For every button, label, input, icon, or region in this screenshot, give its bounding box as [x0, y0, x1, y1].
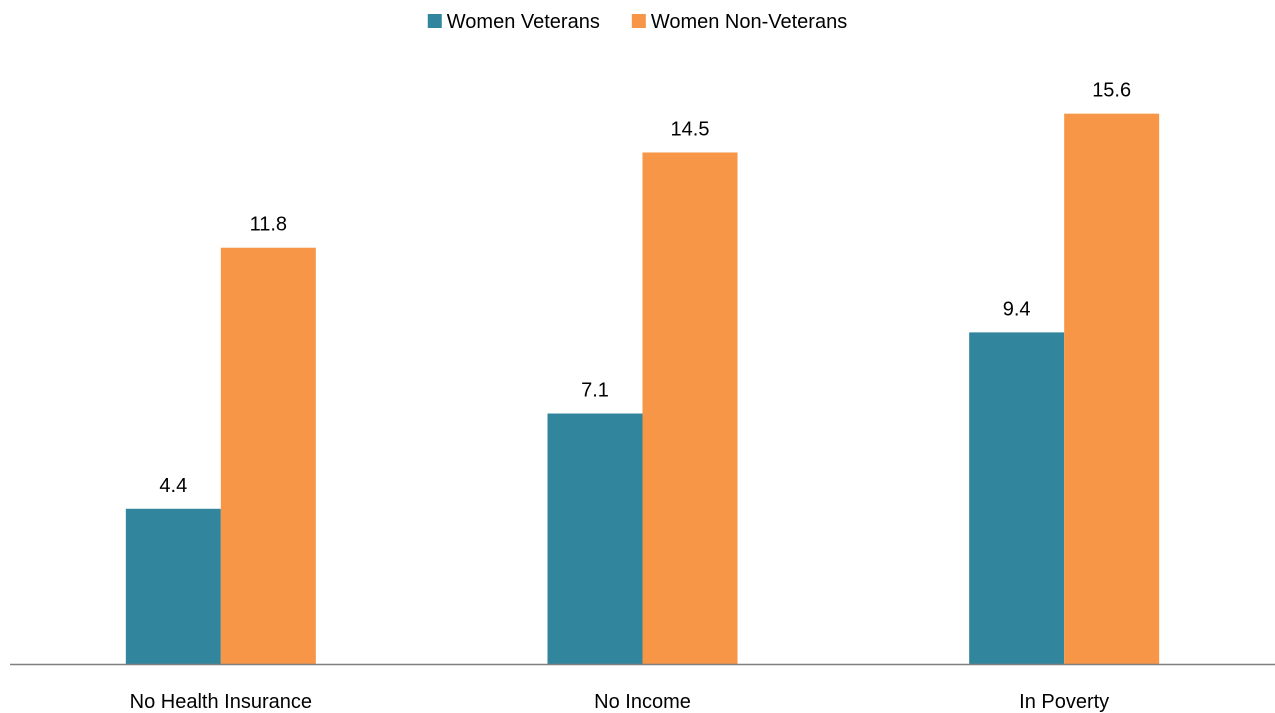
- data-label: 4.4: [159, 475, 187, 497]
- data-label: 7.1: [581, 380, 609, 402]
- legend: Women Veterans Women Non-Veterans: [427, 11, 847, 33]
- legend-swatch: [631, 14, 646, 28]
- bars-group: [125, 113, 1160, 664]
- data-labels-group: 4.4 11.8 7.1 14.5 9.4 15.6: [159, 80, 1131, 497]
- data-label: 9.4: [1003, 298, 1031, 320]
- x-tick-labels-group: No Health Insurance No Income In Poverty: [130, 691, 1110, 713]
- bar-women-non-veterans-no-income: [642, 152, 738, 664]
- legend-label: Women Non-Veterans: [651, 11, 847, 33]
- legend-item: Women Veterans: [427, 11, 600, 33]
- data-label: 11.8: [250, 214, 287, 236]
- legend-item: Women Non-Veterans: [631, 11, 847, 33]
- data-label: 15.6: [1092, 80, 1131, 102]
- x-tick-label: No Income: [594, 691, 691, 713]
- legend-swatch: [427, 14, 442, 28]
- bar-women-veterans-in-poverty: [969, 332, 1065, 664]
- x-tick-label: No Health Insurance: [130, 691, 312, 713]
- bar-women-non-veterans-no-health-insurance: [220, 247, 316, 664]
- bar-women-non-veterans-in-poverty: [1064, 113, 1160, 664]
- data-label: 14.5: [671, 118, 710, 140]
- legend-label: Women Veterans: [447, 11, 600, 33]
- bar-women-veterans-no-income: [547, 413, 643, 664]
- x-tick-label: In Poverty: [1019, 691, 1109, 713]
- bar-women-veterans-no-health-insurance: [125, 508, 221, 664]
